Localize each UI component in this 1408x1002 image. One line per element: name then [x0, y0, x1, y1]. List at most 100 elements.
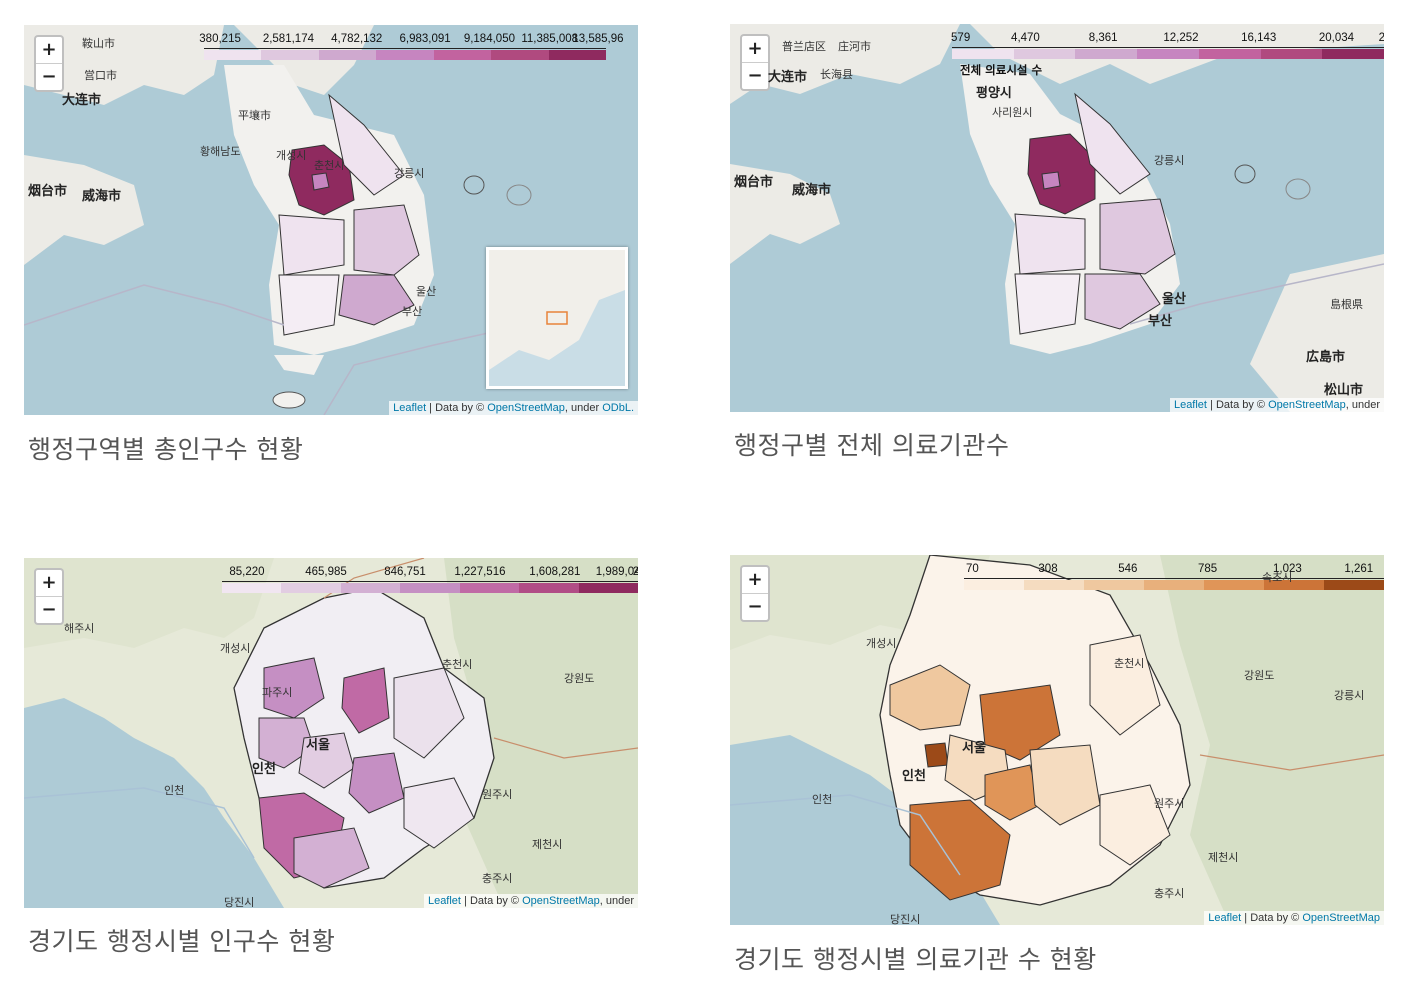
map-label: 大连市	[768, 70, 808, 85]
map-label: 황해남도	[200, 145, 241, 158]
map-label: 大连市	[62, 93, 102, 108]
attribution-separator: | Data by ©	[1241, 912, 1303, 924]
map-caption: 행정구역별 총인구수 현황	[28, 435, 304, 464]
color-legend: 579 4,470 8,361 12,252 16,143 20,034 2 전…	[951, 32, 1384, 77]
map-label: 춘천시	[314, 159, 345, 172]
legend-tick: 11,385,008	[521, 33, 579, 45]
zoom-control: + −	[740, 565, 770, 622]
osm-link[interactable]: OpenStreetMap	[1268, 399, 1346, 411]
zoom-out-button[interactable]: −	[742, 593, 768, 620]
legend-tick: 2,581,174	[262, 33, 314, 45]
zoom-in-button[interactable]: +	[41, 39, 57, 60]
osm-link[interactable]: OpenStreetMap	[522, 895, 600, 907]
legend-color-bar	[964, 580, 1384, 590]
color-legend: 70 308 546 785 1,023 1,261	[964, 563, 1384, 593]
legend-swatch	[1264, 580, 1324, 590]
legend-swatch	[1024, 580, 1084, 590]
legend-swatch	[400, 583, 460, 593]
map-label: 당진시	[224, 896, 255, 908]
map-attribution: Leaflet | Data by © OpenStreetMap, under	[423, 894, 638, 908]
legend-color-bar	[222, 583, 638, 593]
legend-swatch	[1204, 580, 1264, 590]
map-label: 인천	[252, 762, 276, 777]
legend-tick: 6,983,091	[399, 33, 451, 45]
map-label: 원주시	[1154, 797, 1185, 810]
legend-swatch	[1198, 49, 1261, 59]
odbl-link[interactable]: ODbL.	[602, 402, 634, 414]
legend-swatch	[952, 49, 1014, 59]
zoom-out-button[interactable]: −	[36, 63, 62, 90]
zoom-out-button[interactable]: −	[36, 596, 62, 623]
map-tiles	[24, 558, 638, 908]
map-label: 춘천시	[1114, 657, 1145, 670]
map-korea-population[interactable]: + − 380,215 2,581,174 4,782,132 6,983,09…	[24, 25, 638, 415]
legend-swatch	[548, 50, 606, 60]
map-label: 개성시	[276, 149, 307, 162]
legend-axis	[952, 47, 1384, 48]
legend-tick: 2	[632, 566, 638, 578]
map-label: 烟台市	[28, 184, 68, 199]
osm-link[interactable]: OpenStreetMap	[487, 402, 565, 414]
legend-swatch	[519, 583, 579, 593]
legend-axis	[204, 48, 606, 49]
map-label: 인천	[902, 769, 926, 784]
leaflet-link[interactable]: Leaflet	[393, 402, 427, 414]
map-label: 원주시	[482, 788, 513, 801]
zoom-out-button[interactable]: −	[742, 62, 768, 89]
map-label: 인천	[812, 793, 833, 806]
legend-tick: 1,023	[1273, 563, 1302, 575]
map-label: 당진시	[890, 913, 921, 925]
map-label: 강원도	[1244, 669, 1275, 682]
map-label: 인천	[164, 784, 185, 797]
map-label: 普兰店区	[782, 40, 826, 53]
zoom-in-button[interactable]: +	[747, 569, 763, 590]
legend-ticks: 85,220 465,985 846,751 1,227,516 1,608,2…	[222, 566, 638, 580]
legend-swatch	[1084, 580, 1144, 590]
zoom-in-button[interactable]: +	[41, 572, 57, 593]
legend-tick: 846,751	[384, 566, 426, 578]
attribution-separator: | Data by ©	[426, 402, 488, 414]
color-legend: 380,215 2,581,174 4,782,132 6,983,091 9,…	[199, 33, 624, 63]
legend-tick: 465,985	[305, 566, 347, 578]
zoom-control: + −	[34, 35, 64, 92]
leaflet-link[interactable]: Leaflet	[1173, 399, 1207, 411]
legend-tick: 16,143	[1241, 32, 1277, 44]
map-label: 강원도	[564, 672, 595, 685]
legend-swatch	[1324, 580, 1384, 590]
map-label: 长海县	[820, 68, 853, 81]
legend-swatch	[281, 583, 341, 593]
attribution-license: , under	[599, 895, 634, 907]
attribution-license: , under	[564, 402, 603, 414]
map-label: 속초시	[1262, 571, 1293, 584]
map-tiles	[24, 25, 638, 415]
zoom-in-button[interactable]: +	[747, 38, 763, 59]
map-label: 울산	[1162, 292, 1186, 307]
leaflet-link[interactable]: Leaflet	[1208, 912, 1242, 924]
legend-swatch	[1013, 49, 1076, 59]
legend-swatch	[340, 583, 401, 593]
osm-link[interactable]: OpenStreetMap	[1302, 912, 1380, 924]
legend-swatch	[204, 50, 262, 60]
map-label: 広島市	[1306, 350, 1346, 365]
legend-swatch	[578, 583, 638, 593]
map-tiles	[730, 555, 1384, 925]
leaflet-link[interactable]: Leaflet	[427, 895, 461, 907]
map-gyeonggi-medical[interactable]: + − 70 308 546 785 1,023 1,261 개성시 춘천시 강…	[730, 555, 1384, 925]
map-korea-medical[interactable]: + − 579 4,470 8,361 12,252 16,143 20,034…	[730, 24, 1384, 412]
map-label: 島根県	[1330, 298, 1363, 311]
map-gyeonggi-population[interactable]: + − 85,220 465,985 846,751 1,227,516 1,6…	[24, 558, 638, 908]
legend-swatch	[261, 50, 319, 60]
legend-tick: 85,220	[229, 566, 265, 578]
legend-ticks: 579 4,470 8,361 12,252 16,143 20,034 2	[951, 32, 1384, 46]
map-label: 강릉시	[1154, 154, 1185, 167]
map-label: 파주시	[262, 686, 293, 699]
legend-swatch	[964, 580, 1024, 590]
map-label: 부산	[402, 305, 423, 318]
map-label: 사리원시	[992, 106, 1033, 119]
legend-tick: 8,361	[1088, 32, 1118, 44]
minimap[interactable]	[486, 247, 628, 389]
map-label: 제천시	[532, 838, 563, 851]
legend-swatch	[1137, 49, 1199, 59]
legend-tick: 1,227,516	[454, 566, 506, 578]
legend-tick: 1,989,047	[595, 566, 638, 578]
